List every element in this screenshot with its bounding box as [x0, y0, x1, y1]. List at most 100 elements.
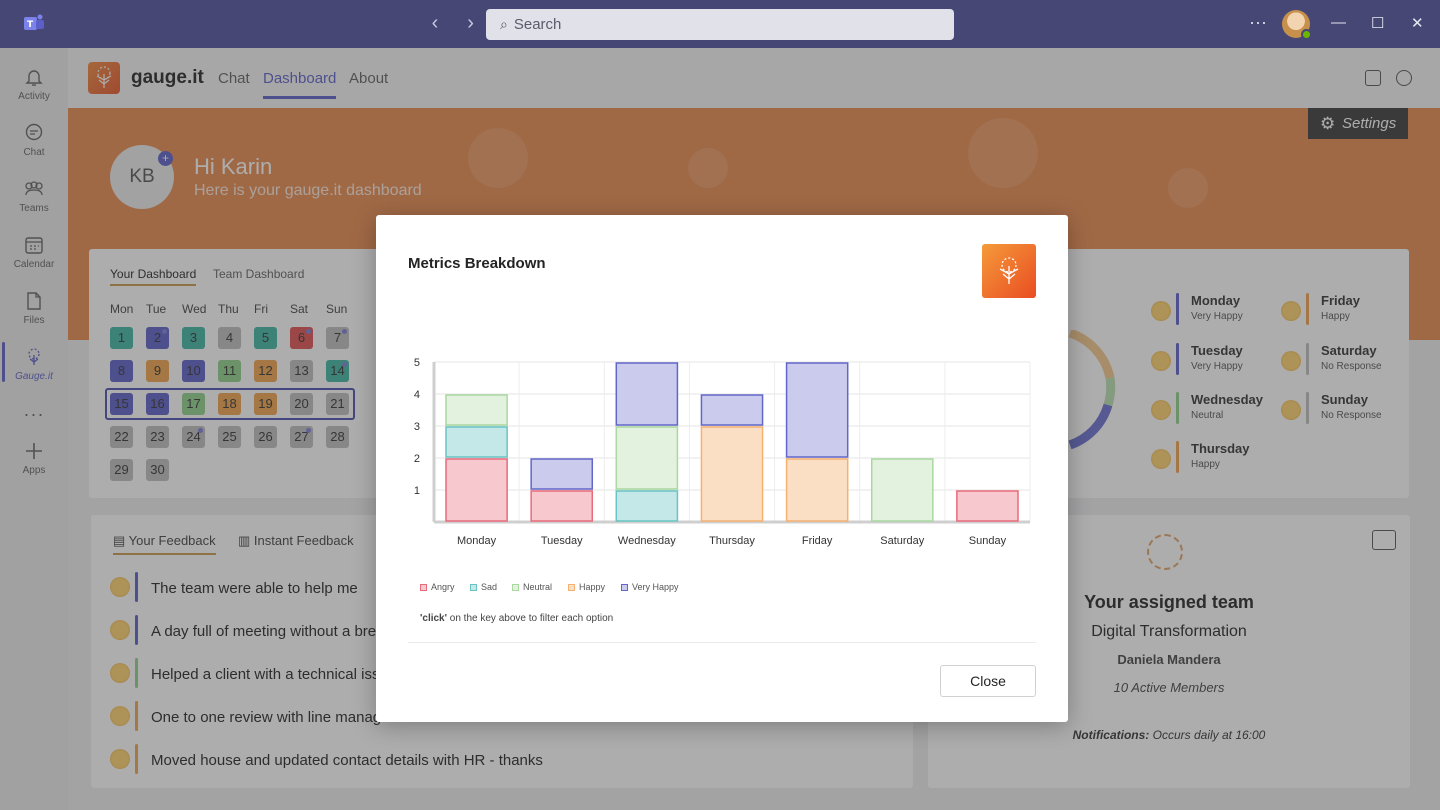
smiley-icon [1151, 301, 1171, 321]
close-button[interactable]: Close [940, 665, 1036, 697]
close-window-button[interactable]: ✕ [1411, 15, 1424, 32]
rail-label: Teams [19, 203, 49, 214]
feedback-dot-icon [306, 428, 311, 433]
refresh-icon[interactable] [1396, 70, 1412, 86]
feedback-dot-icon [342, 362, 347, 367]
calendar-day[interactable]: 30 [146, 459, 169, 481]
more-options-icon[interactable]: ··· [1249, 12, 1267, 32]
rail-gauge-it[interactable]: Gauge.it [0, 342, 68, 382]
weekday-header: Thu [218, 302, 239, 316]
rail-apps[interactable]: Apps [0, 440, 68, 476]
calendar-day[interactable]: 27 [290, 426, 313, 448]
forward-arrow-icon[interactable]: › [467, 12, 474, 34]
rail-calendar[interactable]: Calendar [0, 234, 68, 270]
smiley-icon [110, 749, 130, 769]
tab-dashboard[interactable]: Dashboard [263, 70, 337, 99]
add-icon[interactable]: + [158, 151, 173, 166]
x-tick-label: Saturday [880, 535, 925, 547]
calendar-day[interactable]: 23 [146, 426, 169, 448]
calendar-day[interactable]: 4 [218, 327, 241, 349]
feedback-dot-icon [162, 329, 167, 334]
search-placeholder: Search [513, 16, 562, 33]
calendar-day[interactable]: 16 [146, 393, 169, 415]
rail-chat[interactable]: Chat [0, 122, 68, 158]
mood-bar [1176, 392, 1179, 424]
feedback-item[interactable]: Helped a client with a technical issue [110, 658, 900, 688]
mood-label: Happy [1191, 459, 1220, 470]
tab-instant-feedback[interactable]: ▥ Instant Feedback [238, 533, 354, 549]
tab-chat[interactable]: Chat [218, 70, 250, 87]
maximize-button[interactable]: ☐ [1371, 15, 1385, 32]
more-apps-icon[interactable]: ··· [23, 404, 45, 424]
x-tick-label: Thursday [709, 535, 755, 547]
weekday-header: Fri [254, 302, 268, 316]
calendar-day[interactable]: 8 [110, 360, 133, 382]
search-input[interactable]: ⌕ Search [486, 9, 954, 40]
calendar-day[interactable]: 9 [146, 360, 169, 382]
notifications-info: Notifications: Occurs daily at 16:00 [928, 728, 1410, 742]
calendar-day[interactable]: 13 [290, 360, 313, 382]
legend-item[interactable]: Very Happy [621, 582, 679, 592]
legend-item[interactable]: Sad [470, 582, 497, 592]
calendar-day[interactable]: 12 [254, 360, 277, 382]
feedback-item[interactable]: One to one review with line manager [110, 701, 900, 731]
tab-your-dashboard[interactable]: Your Dashboard [110, 267, 197, 286]
calendar-day[interactable]: 3 [182, 327, 205, 349]
calendar-day[interactable]: 21 [326, 393, 349, 415]
legend-swatch [470, 584, 477, 591]
rail-files[interactable]: Files [0, 290, 68, 326]
day-mood: Monday Very Happy [1151, 293, 1281, 329]
calendar-day[interactable]: 7 [326, 327, 349, 349]
calendar-day[interactable]: 15 [110, 393, 133, 415]
mood-label: Very Happy [1191, 361, 1243, 372]
legend-item[interactable]: Neutral [512, 582, 552, 592]
settings-button[interactable]: ⚙ Settings [1308, 108, 1408, 139]
day-number: 28 [330, 429, 345, 444]
feedback-item[interactable]: Moved house and updated contact details … [110, 744, 900, 774]
calendar-day[interactable]: 19 [254, 393, 277, 415]
calendar-day[interactable]: 1 [110, 327, 133, 349]
feedback-dot-icon [342, 329, 347, 334]
minimize-button[interactable]: — [1331, 14, 1346, 31]
calendar-day[interactable]: 11 [218, 360, 241, 382]
legend-swatch [512, 584, 519, 591]
rail-activity[interactable]: Activity [0, 66, 68, 102]
legend-label: Very Happy [632, 582, 679, 592]
calendar-day[interactable]: 10 [182, 360, 205, 382]
calendar-day[interactable]: 20 [290, 393, 313, 415]
user-avatar[interactable] [1282, 10, 1312, 40]
calendar-day[interactable]: 29 [110, 459, 133, 481]
calendar-day[interactable]: 6 [290, 327, 313, 349]
feedback-item[interactable]: A day full of meeting without a break [110, 615, 900, 645]
team-logo-icon [1147, 534, 1183, 570]
tab-label: Instant Feedback [253, 533, 354, 548]
popout-icon[interactable] [1365, 70, 1381, 86]
bar-segment-happy [785, 458, 849, 522]
feedback-item[interactable]: The team were able to help me [110, 572, 900, 602]
tab-your-feedback[interactable]: ▤ Your Feedback [113, 533, 216, 555]
team-members-count: 10 Active Members [1113, 680, 1225, 695]
rail-teams[interactable]: Teams [0, 178, 68, 214]
calendar-day[interactable]: 18 [218, 393, 241, 415]
calendar-day[interactable]: 5 [254, 327, 277, 349]
legend-item[interactable]: Angry [420, 582, 455, 592]
legend-item[interactable]: Happy [568, 582, 605, 592]
calendar-day[interactable]: 26 [254, 426, 277, 448]
calendar-day[interactable]: 14 [326, 360, 349, 382]
mood-label: Neutral [1191, 410, 1224, 421]
current-week-highlight [105, 388, 355, 420]
calendar-day[interactable]: 25 [218, 426, 241, 448]
back-arrow-icon[interactable]: ‹ [431, 12, 439, 34]
calendar-day[interactable]: 17 [182, 393, 205, 415]
calendar-day[interactable]: 22 [110, 426, 133, 448]
mood-bar [135, 744, 138, 774]
calendar-day[interactable]: 2 [146, 327, 169, 349]
tab-about[interactable]: About [349, 70, 389, 87]
calendar-day[interactable]: 28 [326, 426, 349, 448]
teams-icon [25, 181, 43, 196]
bar-segment-sad [615, 490, 679, 522]
calendar-day[interactable]: 24 [182, 426, 205, 448]
rail-label: Chat [23, 147, 45, 158]
tab-team-dashboard[interactable]: Team Dashboard [213, 267, 305, 281]
team-switch-icon[interactable] [1372, 530, 1396, 550]
